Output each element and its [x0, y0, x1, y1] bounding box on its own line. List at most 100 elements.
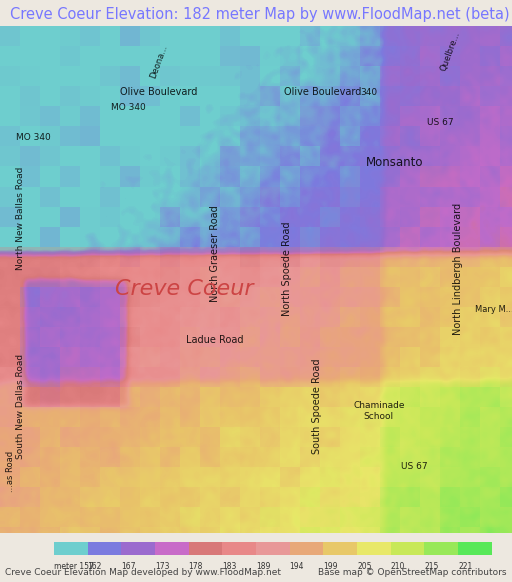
Bar [360, 287, 380, 307]
Bar [500, 247, 512, 267]
Bar [120, 247, 140, 267]
Bar [80, 407, 100, 427]
Bar [440, 126, 460, 147]
Bar [0, 407, 20, 427]
Bar [200, 487, 220, 507]
Bar [180, 367, 200, 387]
Bar [380, 287, 400, 307]
Bar [160, 66, 180, 86]
Bar [60, 207, 80, 226]
Bar [280, 186, 300, 207]
Bar [320, 387, 340, 407]
Bar [400, 226, 420, 247]
Bar [380, 447, 400, 467]
Bar [260, 166, 280, 186]
Bar [300, 407, 320, 427]
Bar [380, 26, 400, 46]
Bar [222, 542, 256, 555]
Bar [40, 247, 60, 267]
Bar [420, 267, 440, 287]
Text: 173: 173 [155, 562, 169, 572]
Bar [180, 207, 200, 226]
Bar [60, 508, 80, 527]
Bar [340, 126, 360, 147]
Bar [440, 147, 460, 166]
Bar [360, 147, 380, 166]
Bar [400, 247, 420, 267]
Bar [320, 367, 340, 387]
Bar [220, 407, 240, 427]
Bar [160, 327, 180, 347]
Bar [140, 467, 160, 487]
Bar [240, 26, 260, 46]
Bar [420, 147, 440, 166]
Bar [440, 26, 460, 46]
Bar [180, 66, 200, 86]
Bar [80, 387, 100, 407]
Bar [180, 186, 200, 207]
Bar [400, 447, 420, 467]
Bar [140, 447, 160, 467]
Bar [60, 487, 80, 507]
Bar [100, 267, 120, 287]
Text: 215: 215 [424, 562, 439, 572]
Bar [120, 487, 140, 507]
Bar [200, 107, 220, 126]
Text: 167: 167 [121, 562, 136, 572]
Bar [240, 147, 260, 166]
Bar [0, 367, 20, 387]
Bar [140, 207, 160, 226]
Bar [140, 107, 160, 126]
Text: 221: 221 [458, 562, 473, 572]
Bar [320, 46, 340, 66]
Bar [160, 247, 180, 267]
Bar [480, 427, 500, 447]
Text: Olive Boulevard: Olive Boulevard [120, 87, 198, 97]
Bar [40, 407, 60, 427]
Bar [340, 327, 360, 347]
Bar [300, 367, 320, 387]
Bar [20, 26, 40, 46]
Bar [480, 86, 500, 107]
Bar [360, 46, 380, 66]
Bar [80, 367, 100, 387]
Bar [120, 147, 140, 166]
Bar [320, 327, 340, 347]
Bar [340, 247, 360, 267]
Bar [260, 226, 280, 247]
Bar [320, 66, 340, 86]
Bar [400, 347, 420, 367]
Bar [220, 107, 240, 126]
Bar [420, 527, 440, 547]
Bar [220, 86, 240, 107]
Bar [360, 327, 380, 347]
Bar [0, 387, 20, 407]
Bar [420, 26, 440, 46]
Bar [240, 407, 260, 427]
Bar [500, 107, 512, 126]
Bar [320, 347, 340, 367]
Bar [240, 487, 260, 507]
Bar [0, 26, 20, 46]
Bar [420, 447, 440, 467]
Bar [260, 307, 280, 327]
Bar [340, 387, 360, 407]
Bar [340, 86, 360, 107]
Bar [200, 267, 220, 287]
Bar [40, 508, 60, 527]
Bar [500, 327, 512, 347]
Bar [480, 247, 500, 267]
Bar [360, 347, 380, 367]
Bar [0, 247, 20, 267]
Bar [40, 487, 60, 507]
Text: South New Dallas Road: South New Dallas Road [16, 353, 25, 459]
Bar [280, 66, 300, 86]
Bar [420, 508, 440, 527]
Bar [100, 407, 120, 427]
Bar [320, 26, 340, 46]
Bar [20, 166, 40, 186]
Bar [500, 46, 512, 66]
Bar [120, 527, 140, 547]
Bar [180, 407, 200, 427]
Bar [80, 347, 100, 367]
